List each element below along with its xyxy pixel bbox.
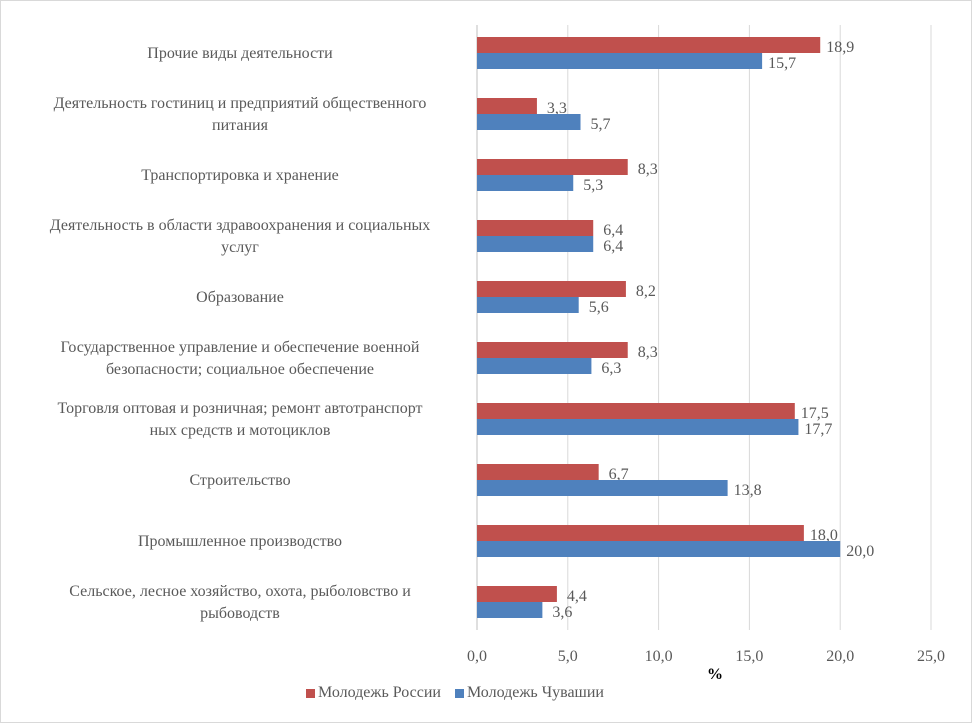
data-label: 6,3	[601, 360, 621, 377]
category-label: ных средств и мотоциклов	[150, 422, 331, 439]
bar-chuvashia	[477, 541, 841, 557]
data-label: 18,0	[810, 527, 838, 544]
data-label: 6,4	[603, 222, 623, 239]
data-label: 17,5	[801, 405, 829, 422]
legend-swatch-russia	[306, 688, 315, 698]
data-label: 6,4	[603, 238, 623, 255]
category-label: питания	[212, 117, 269, 134]
legend-item-chuvashia: Молодежь Чувашии	[454, 684, 604, 702]
category-label: безопасности; социальное обеспечение	[106, 361, 374, 378]
bar-chuvashia	[477, 419, 799, 435]
category-label: Образование	[196, 289, 284, 306]
category-label: рыбоводств	[200, 605, 280, 622]
category-label: Строительство	[189, 472, 290, 489]
data-label: 3,3	[547, 100, 567, 117]
x-axis-label: %	[707, 666, 723, 683]
data-label: 8,3	[638, 344, 658, 361]
legend-swatch-chuvashia	[454, 688, 464, 698]
category-label: Сельское, лесное хозяйство, охота, рыбол…	[69, 583, 411, 600]
legend-item-russia: Молодежь России	[306, 684, 441, 702]
x-tick-label: 0,0	[467, 648, 487, 665]
bar-russia	[477, 98, 537, 114]
data-label: 8,3	[638, 161, 658, 178]
x-tick-label: 10,0	[645, 648, 673, 665]
data-label: 5,3	[583, 177, 603, 194]
x-tick-label: 25,0	[917, 648, 945, 665]
bar-russia	[477, 281, 626, 297]
x-tick-label: 20,0	[826, 648, 854, 665]
category-label: Прочие виды деятельности	[147, 45, 333, 62]
category-label: Торговля оптовая и розничная; ремонт авт…	[58, 400, 423, 417]
data-label: 5,6	[589, 299, 609, 316]
data-label: 15,7	[768, 55, 796, 72]
category-label: Деятельность в области здравоохранения и…	[50, 217, 431, 234]
category-label: услуг	[221, 239, 259, 256]
category-label: Деятельность гостиниц и предприятий обще…	[54, 95, 427, 112]
bar-russia	[477, 220, 594, 236]
legend: Молодежь России Молодежь Чувашии	[306, 684, 604, 702]
legend-label-chuvashia: Молодежь Чувашии	[466, 684, 604, 701]
bar-russia	[477, 403, 795, 419]
data-label: 17,7	[804, 421, 832, 438]
bar-chuvashia	[477, 480, 728, 496]
bar-russia	[477, 37, 821, 53]
category-label: Транспортировка и хранение	[141, 167, 339, 184]
data-label: 8,2	[636, 283, 656, 300]
bar-chuvashia	[477, 297, 579, 313]
data-label: 5,7	[591, 116, 611, 133]
bar-chuvashia	[477, 358, 592, 374]
bar-russia	[477, 342, 628, 358]
bar-chuvashia	[477, 53, 763, 69]
x-tick-label: 5,0	[558, 648, 578, 665]
bar-russia	[477, 586, 557, 602]
data-label: 3,6	[552, 604, 572, 621]
bar-russia	[477, 464, 599, 480]
bar-russia	[477, 159, 628, 175]
category-label: Промышленное производство	[138, 533, 342, 550]
category-label: Государственное управление и обеспечение…	[61, 339, 420, 356]
bar-chuvashia	[477, 175, 574, 191]
data-label: 13,8	[734, 482, 762, 499]
data-label: 20,0	[846, 543, 874, 560]
data-label: 4,4	[567, 588, 587, 605]
data-label: 18,9	[826, 39, 854, 56]
x-tick-label: 15,0	[735, 648, 763, 665]
legend-label-russia: Молодежь России	[318, 684, 441, 701]
bar-chuvashia	[477, 602, 543, 618]
bar-russia	[477, 525, 804, 541]
data-label: 6,7	[609, 466, 629, 483]
bar-chuvashia	[477, 236, 594, 252]
bar-chuvashia	[477, 114, 581, 130]
